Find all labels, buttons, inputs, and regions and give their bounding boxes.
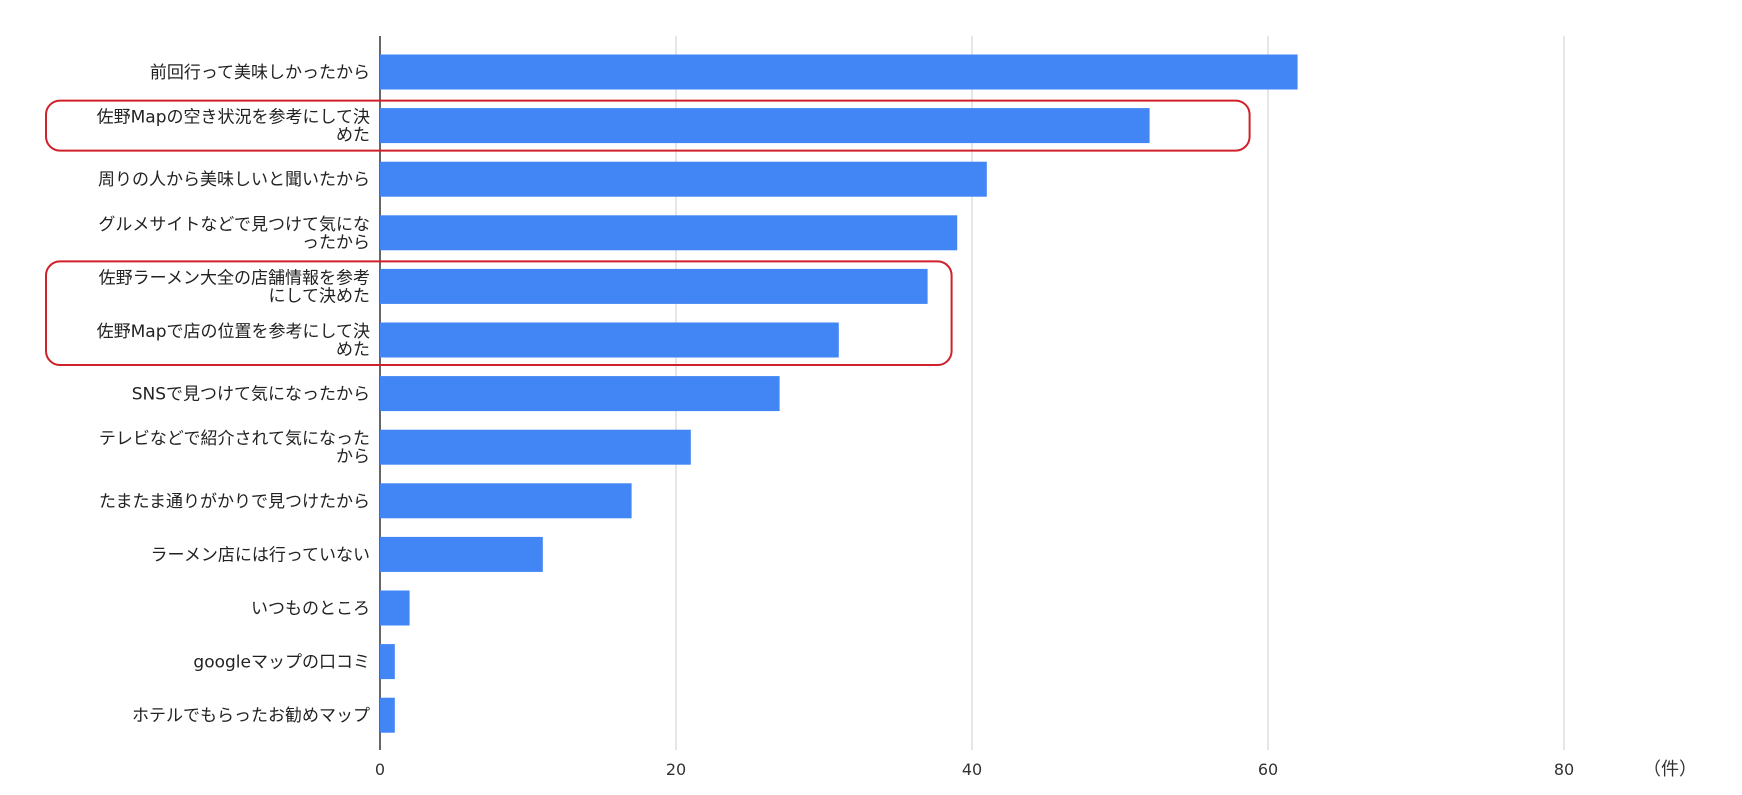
bar	[380, 590, 410, 626]
category-label: 周りの人から美味しいと聞いたから	[98, 170, 370, 190]
category-label: 佐野Mapの空き状況を参考にして決めた	[97, 108, 370, 146]
x-unit-label: （件）	[1643, 759, 1697, 780]
bar	[380, 108, 1150, 144]
category-label: 前回行って美味しかったから	[150, 63, 370, 83]
x-tick-labels: 0 20 40 60 80	[375, 760, 1574, 779]
category-label: たまたま通りがかりで見つけたから	[99, 492, 370, 512]
bar	[380, 376, 780, 412]
category-label: googleマップの口コミ	[193, 653, 370, 673]
x-tick-label: 40	[962, 760, 982, 779]
category-label: SNSで見つけて気になったから	[132, 385, 370, 405]
x-tick-label: 60	[1258, 760, 1278, 779]
category-label: ラーメン店には行っていない	[151, 545, 370, 565]
bars	[380, 54, 1298, 733]
x-tick-label: 20	[666, 760, 686, 779]
highlight-box	[45, 260, 953, 366]
category-labels: 前回行って美味しかったから佐野Mapの空き状況を参考にして決めた周りの人から美味…	[97, 63, 370, 726]
bar	[380, 268, 928, 304]
bar	[380, 697, 395, 733]
category-label: グルメサイトなどで見つけて気になったから	[98, 215, 370, 253]
bar	[380, 536, 543, 572]
highlight-boxes	[45, 99, 1251, 366]
bar	[380, 483, 632, 519]
category-label: いつものところ	[251, 599, 370, 619]
x-tick-label: 80	[1554, 760, 1574, 779]
x-tick-label: 0	[375, 760, 385, 779]
bar	[380, 429, 691, 465]
highlight-box	[45, 99, 1251, 152]
category-label: テレビなどで紹介されて気になったから	[99, 429, 370, 467]
bar	[380, 215, 958, 251]
bar	[380, 644, 395, 680]
bar	[380, 54, 1298, 90]
category-label: 佐野Mapで店の位置を参考にして決めた	[97, 322, 370, 360]
category-label: 佐野ラーメン大全の店舗情報を参考にして決めた	[99, 268, 370, 306]
bar	[380, 161, 987, 197]
category-label: ホテルでもらったお勧めマップ	[132, 706, 370, 726]
bar	[380, 322, 839, 358]
